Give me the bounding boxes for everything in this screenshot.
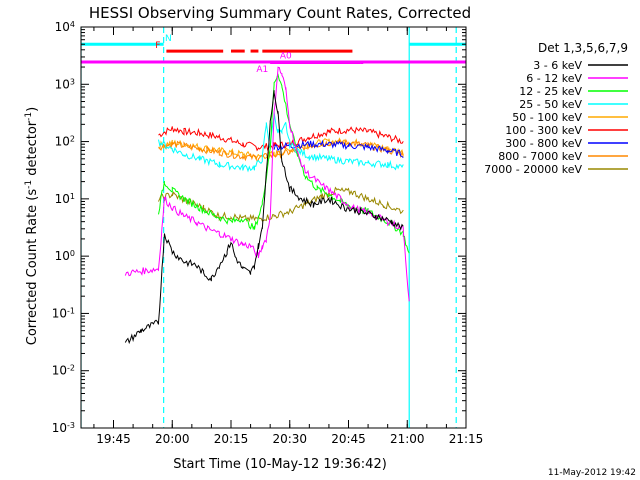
x-axis-label: Start Time (10-May-12 19:36:42) [173, 457, 387, 472]
y-tick-label: 10-2 [52, 363, 75, 378]
x-tick-label: 21:00 [390, 432, 425, 446]
y-tick-label: 100 [55, 249, 75, 264]
y-axis-label: Corrected Count Rate (s-1 detector-1) [24, 107, 40, 345]
chart-title: HESSI Observing Summary Count Rates, Cor… [89, 4, 471, 22]
y-tick-label: 101 [55, 191, 75, 206]
legend-label: 800 - 7000 keV [498, 150, 582, 163]
legend-label: 25 - 50 keV [519, 98, 582, 111]
x-tick-label: 20:30 [272, 432, 307, 446]
y-tick-label: 103 [55, 77, 75, 92]
y-tick-label: 10-3 [52, 421, 75, 436]
series-line-6-12keV [124, 66, 410, 302]
legend-title: Det 1,3,5,6,7,9 [538, 41, 628, 55]
flag-label-n: N [165, 34, 172, 44]
legend-label: 12 - 25 keV [519, 85, 582, 98]
legend-label: 300 - 800 keV [505, 137, 582, 150]
footer-date: 11-May-2012 19:42 [548, 468, 636, 478]
plot-frame [80, 26, 467, 429]
x-tick-label: 19:45 [96, 432, 131, 446]
legend-label: 100 - 300 keV [505, 124, 582, 137]
series-line-12-25keV [158, 73, 410, 254]
series-line-7000-20000keV [158, 186, 404, 223]
flag-label-a0: A0 [280, 52, 292, 62]
legend-label: 3 - 6 keV [533, 59, 582, 72]
y-tick-label: 102 [55, 134, 75, 149]
legend-label: 50 - 100 keV [512, 111, 582, 124]
series-line-3-6keV [124, 90, 404, 345]
legend-label: 7000 - 20000 keV [484, 163, 582, 176]
x-tick-label: 20:45 [331, 432, 366, 446]
flag-label-f: F [155, 41, 160, 51]
y-tick-label: 10-1 [52, 306, 75, 321]
series-line-100-300keV [158, 126, 404, 152]
x-tick-label: 21:15 [449, 432, 484, 446]
flag-label-a1: A1 [256, 65, 268, 75]
x-tick-label: 20:00 [155, 432, 190, 446]
y-tick-label: 104 [55, 20, 75, 35]
series-line-800-7000keV [158, 138, 404, 162]
legend-label: 6 - 12 keV [526, 72, 582, 85]
x-tick-label: 20:15 [214, 432, 249, 446]
series-line-25-50keV [158, 112, 404, 173]
